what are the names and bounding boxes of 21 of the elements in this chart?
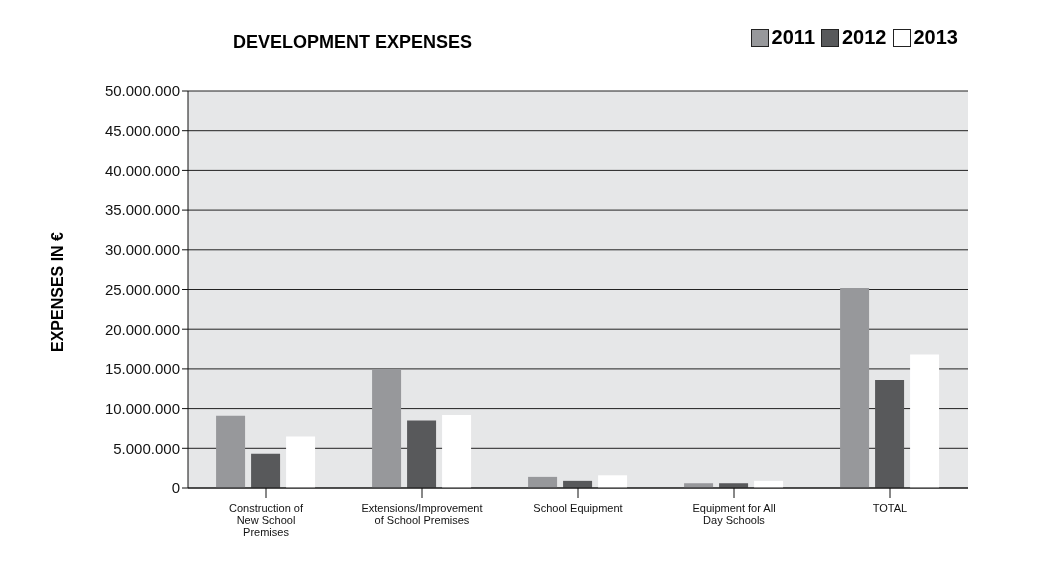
y-tick-label: 40.000.000 <box>104 161 180 179</box>
x-tick-label: TOTAL <box>872 502 908 514</box>
legend-label: 2013 <box>912 26 958 49</box>
x-tick-label: School Equipment <box>533 502 623 514</box>
y-tick-label: 5.000.000 <box>113 439 180 457</box>
y-tick-label: 25.000.000 <box>104 280 180 298</box>
legend-label: 2011 <box>770 26 815 49</box>
chart-title: DEVELOPMENT EXPENSES <box>233 32 473 53</box>
y-tick-label: 45.000.000 <box>104 122 180 140</box>
x-tick-label: Extensions/Improvement of School Premises <box>361 502 483 526</box>
x-tick-label: Equipment for All Day Schools <box>692 502 776 526</box>
y-tick-label: 35.000.000 <box>104 201 180 219</box>
y-tick-label: 50.000.000 <box>104 82 180 100</box>
y-tick-label: 20.000.000 <box>104 320 180 338</box>
y-tick-label: 0 <box>171 479 180 497</box>
y-axis-title: EXPENSES IN € <box>49 231 67 352</box>
y-tick-label: 15.000.000 <box>104 360 180 378</box>
x-tick-label: Construction of New School Premises <box>229 502 304 538</box>
y-tick-label: 10.000.000 <box>104 399 180 417</box>
legend-label: 2012 <box>841 26 887 49</box>
y-tick-label: 30.000.000 <box>104 241 180 259</box>
